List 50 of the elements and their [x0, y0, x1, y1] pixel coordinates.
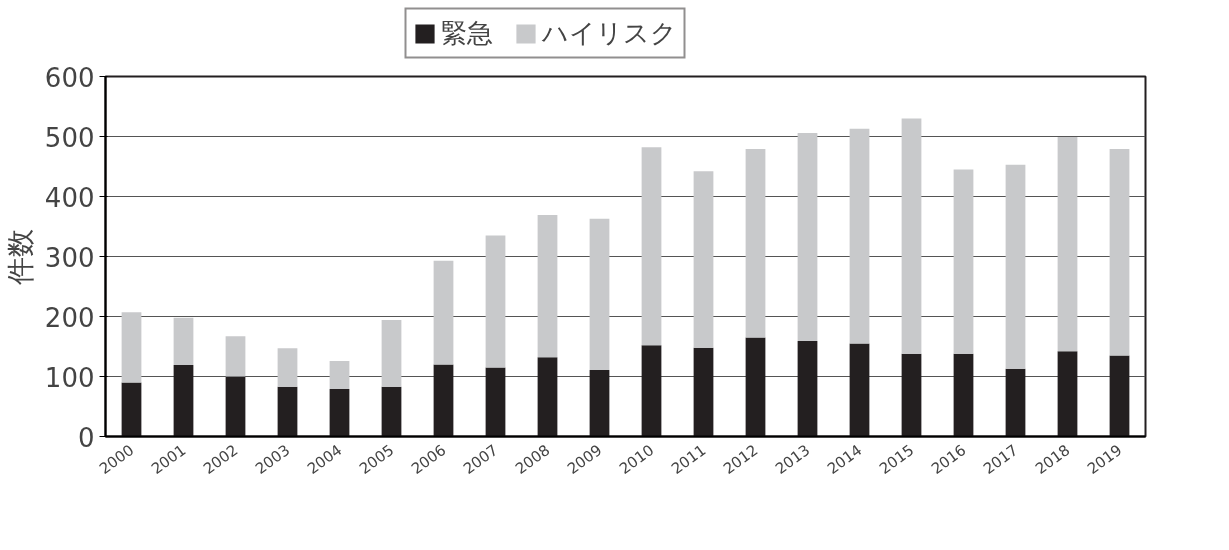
bar: [277, 348, 298, 387]
bar: [277, 386, 298, 437]
bar: [225, 376, 246, 437]
bar: [1109, 149, 1130, 356]
bar: [1005, 164, 1026, 369]
bar: [797, 341, 818, 437]
bar: [953, 169, 974, 354]
bar: [745, 337, 766, 437]
y-tick-label: 200: [44, 302, 95, 333]
y-tick-label: 300: [44, 242, 95, 273]
bar: [173, 317, 194, 366]
bar: [381, 386, 402, 437]
bar: [849, 343, 870, 437]
bar: [433, 364, 454, 437]
y-tick-label: 0: [77, 422, 95, 453]
bar: [901, 353, 922, 437]
bar: [797, 132, 818, 342]
bar: [745, 149, 766, 338]
bar: [693, 171, 714, 348]
bar: [381, 320, 402, 387]
legend-label: ハイリスク: [542, 16, 678, 50]
bar: [121, 312, 142, 383]
bar: [641, 147, 662, 346]
bar: [485, 235, 506, 368]
bar: [589, 369, 610, 437]
y-tick-label: 600: [44, 62, 95, 93]
bar: [901, 118, 922, 354]
bar: [225, 336, 246, 377]
bar: [433, 260, 454, 365]
bar: [589, 218, 610, 370]
bar: [1057, 137, 1078, 352]
bar: [329, 389, 350, 437]
bar: [537, 357, 558, 437]
bar: [485, 367, 506, 437]
bar: [537, 215, 558, 358]
bar: [121, 382, 142, 437]
legend-label: 緊急: [441, 16, 494, 50]
bar: [641, 345, 662, 437]
bar: [849, 128, 870, 344]
bar: [1109, 355, 1130, 437]
y-axis-title: 件数: [3, 228, 37, 285]
bar: [1057, 351, 1078, 437]
bar: [693, 347, 714, 437]
bar: [1005, 368, 1026, 437]
bar: [173, 365, 194, 437]
bar: [953, 353, 974, 437]
y-tick-label: 400: [44, 182, 95, 213]
y-tick-label: 500: [44, 122, 95, 153]
y-tick-label: 100: [44, 362, 95, 393]
bar: [329, 360, 350, 390]
